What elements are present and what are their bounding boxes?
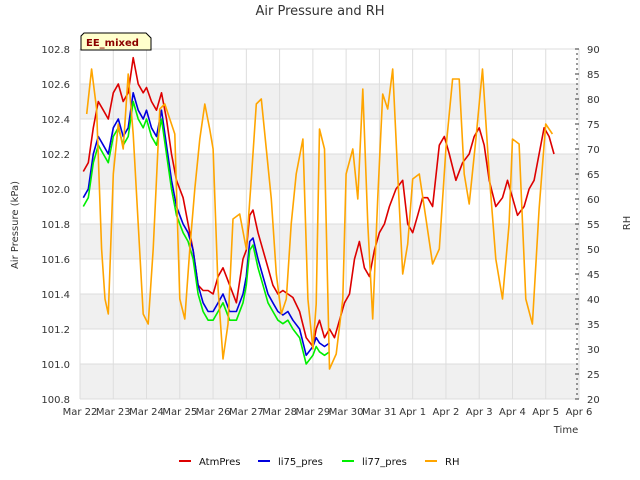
y2-tick-label: 25 [587,370,600,381]
y-tick-label: 101.2 [41,325,70,336]
y2-tick-label: 80 [587,95,600,106]
y2-tick-label: 45 [587,270,600,281]
y2-axis-title: RH [622,216,633,230]
x-tick-label: Mar 27 [229,407,264,418]
x-tick-label: Mar 30 [329,407,364,418]
dataset-badge: EE_mixed [80,32,152,51]
y2-tick-label: 20 [587,395,600,406]
y2-tick-label: 70 [587,145,600,156]
legend-label: AtmPres [199,457,240,468]
x-tick-label: Apr 2 [433,407,460,418]
grid-band [80,364,579,399]
y2-tick-label: 90 [587,45,600,56]
y-tick-label: 102.8 [41,45,70,56]
x-tick-label: Mar 29 [295,407,330,418]
y2-axis-ticks: 20 25 30 35 40 45 50 55 60 65 70 75 80 85 90 [575,45,600,406]
y2-tick-label: 60 [587,195,600,206]
y-tick-label: 102.2 [41,150,70,161]
y-tick-label: 102.0 [41,185,70,196]
y2-tick-label: 50 [587,245,600,256]
x-tick-label: Apr 5 [532,407,559,418]
chart-title: Air Pressure and RH [255,4,384,19]
y-tick-label: 101.4 [41,290,70,301]
x-tick-label: Mar 24 [129,407,164,418]
grid-band [80,294,579,329]
y-tick-label: 101.0 [41,360,70,371]
series-lines [82,56,555,370]
y-tick-label: 102.4 [41,115,70,126]
x-tick-label: Mar 22 [63,407,98,418]
x-tick-label: Mar 31 [362,407,397,418]
badge-box [80,32,152,51]
y-tick-label: 101.8 [41,220,70,231]
y2-tick-label: 35 [587,320,600,331]
legend-label: li77_pres [362,457,407,468]
series-line-rh [85,68,554,370]
y-axis-ticks: 100.8 101.0 101.2 101.4 101.6 101.8 102.0 102.2… [41,45,70,406]
series-line-li77_pres [82,100,330,365]
y-axis-title: Air Pressure (kPa) [10,181,21,269]
x-tick-label: Apr 4 [499,407,526,418]
y-tick-label: 101.6 [41,255,70,266]
grid-band [80,84,579,119]
legend-label: li75_pres [278,457,323,468]
y-tick-label: 100.8 [41,395,70,406]
x-axis-title: Time [553,425,578,436]
y2-tick-label: 75 [587,120,600,131]
x-tick-label: Apr 1 [399,407,426,418]
y2-tick-label: 40 [587,295,600,306]
x-tick-label: Mar 25 [162,407,197,418]
y2-tick-label: 30 [587,345,600,356]
x-tick-label: Mar 28 [262,407,297,418]
x-tick-label: Apr 6 [566,407,593,418]
y-tick-label: 102.6 [41,80,70,91]
legend: AtmPres li75_pres li77_pres RH [179,457,459,468]
badge-label: EE_mixed [86,38,139,49]
y2-tick-label: 65 [587,170,600,181]
grid-band [80,154,579,189]
x-tick-label: Apr 3 [466,407,493,418]
legend-label: RH [445,457,459,468]
x-tick-label: Mar 23 [96,407,131,418]
y2-tick-label: 85 [587,70,600,81]
x-tick-label: Mar 26 [196,407,231,418]
y2-tick-label: 55 [587,220,600,231]
